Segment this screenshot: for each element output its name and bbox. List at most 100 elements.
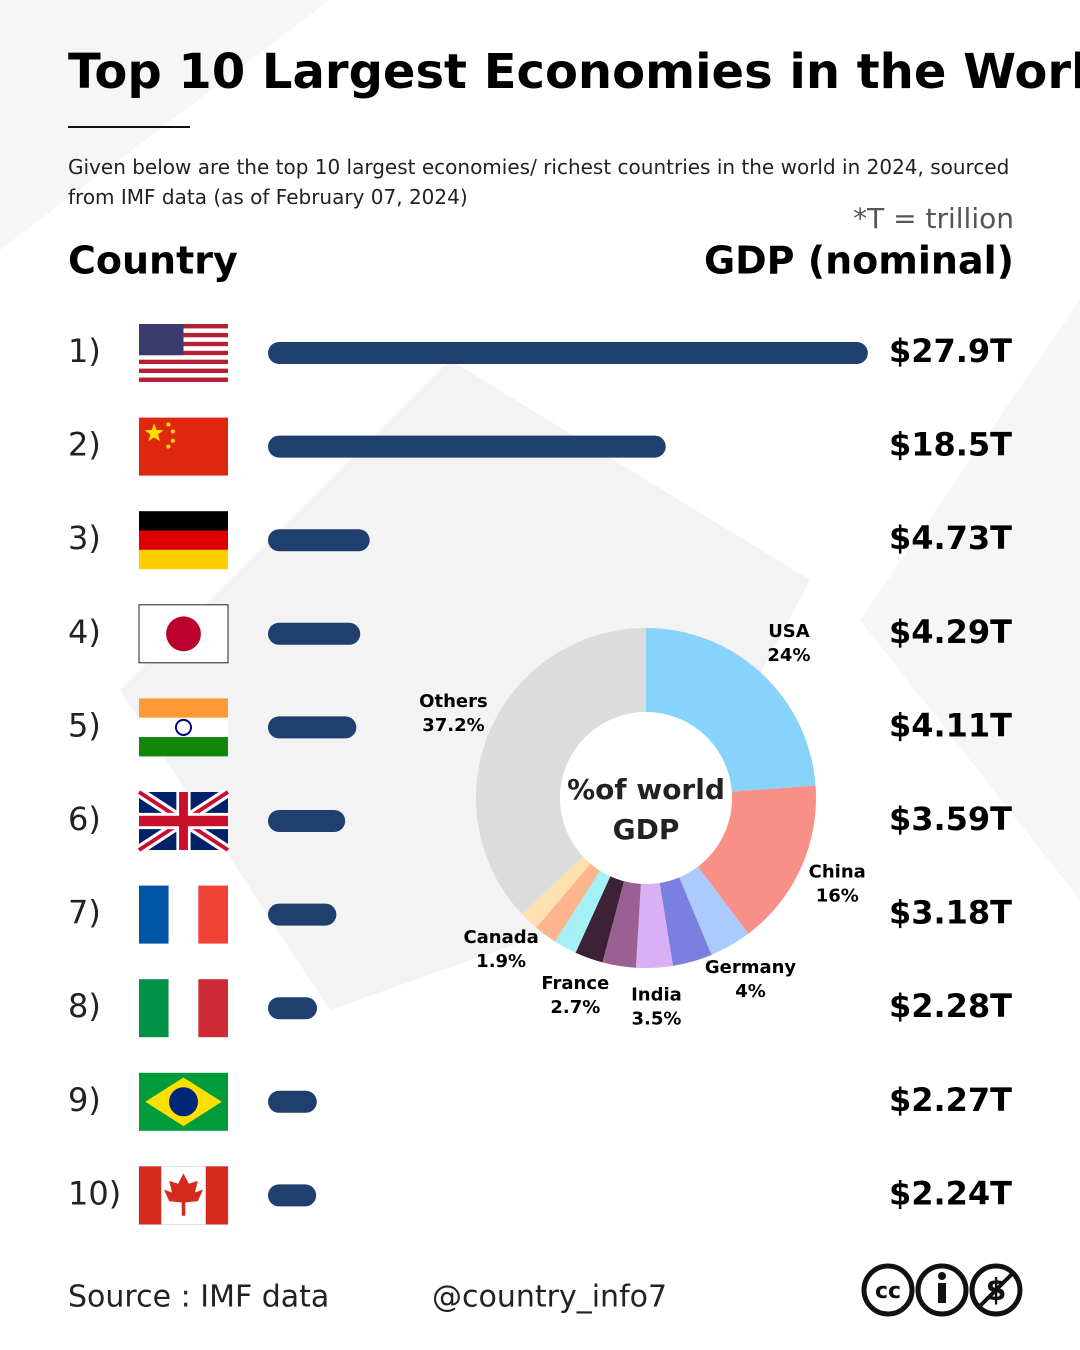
value-label: $4.73T	[889, 519, 1012, 557]
slice-value: 3.5%	[632, 1009, 682, 1030]
rank-label: 10)	[68, 1174, 121, 1212]
flag-part	[139, 364, 228, 369]
flag	[139, 511, 228, 570]
flag	[136, 787, 231, 855]
slice-value: 2.7%	[550, 997, 600, 1018]
flag-part	[139, 549, 228, 570]
value-label: $18.5T	[889, 426, 1012, 464]
donut-slice	[697, 785, 816, 934]
slice-label: France	[541, 973, 609, 994]
flag-part	[169, 1087, 198, 1117]
flag-part	[139, 511, 228, 531]
slice-value: 24%	[767, 645, 810, 666]
flag-part	[166, 444, 171, 449]
flag-part	[174, 718, 193, 736]
slice-label: India	[631, 985, 682, 1006]
handle: @country_info7	[432, 1280, 667, 1315]
flag-part	[166, 616, 201, 652]
flag-part	[139, 717, 228, 738]
donut-slice	[575, 876, 624, 963]
rank-label: 9)	[68, 1081, 101, 1119]
flag	[139, 324, 228, 382]
background-shape	[0, 0, 330, 250]
donut-slice	[476, 628, 646, 914]
slice-label: Canada	[463, 927, 538, 948]
rank-label: 7)	[68, 894, 101, 932]
rank-label: 6)	[68, 800, 101, 838]
bar	[268, 997, 318, 1020]
flag-part	[139, 979, 169, 1038]
bar	[268, 810, 346, 832]
donut-slice	[521, 856, 591, 928]
rank-label: 8)	[68, 987, 101, 1025]
background-shape	[860, 300, 1080, 900]
slice-value: 1.9%	[476, 951, 526, 972]
slice-label: China	[809, 862, 866, 883]
flag	[139, 417, 228, 476]
value-label: $2.27T	[889, 1081, 1012, 1119]
flag-part	[139, 377, 228, 382]
value-label: $4.11T	[889, 706, 1012, 744]
donut-slice	[602, 881, 641, 968]
flag-part	[139, 359, 228, 365]
flag-part	[198, 885, 228, 944]
flag-part	[139, 530, 228, 550]
column-header: GDP (nominal)	[704, 239, 1014, 283]
bar	[268, 435, 666, 458]
bar	[268, 903, 337, 926]
value-label: $4.29T	[889, 613, 1012, 651]
rank-label: 3)	[68, 519, 101, 557]
flag-part	[139, 815, 228, 827]
slice-label: Others	[419, 691, 488, 712]
flag-part	[168, 979, 199, 1038]
rank-label: 2)	[68, 426, 101, 464]
rank-label: 5)	[68, 706, 101, 744]
subtitle: Given below are the top 10 largest econo…	[68, 155, 1010, 209]
value-label: $2.24T	[889, 1174, 1012, 1212]
flag-part	[139, 698, 228, 718]
donut-slice	[536, 863, 600, 942]
flag-part	[163, 1173, 204, 1216]
title: Top 10 Largest Economies in the World	[68, 44, 1080, 100]
flag-part	[144, 423, 164, 442]
flag	[139, 698, 228, 757]
bar	[268, 622, 361, 645]
value-label: $27.9T	[889, 332, 1012, 370]
slice-value: 37.2%	[422, 715, 484, 736]
column-header: Country	[68, 239, 238, 283]
slice-label: USA	[768, 621, 810, 642]
value-label: $3.59T	[889, 800, 1012, 838]
bar	[268, 716, 357, 739]
license-icons: cc $	[861, 1263, 1023, 1317]
flag-part	[168, 885, 199, 944]
value-label: $3.18T	[889, 894, 1012, 932]
bar	[268, 1184, 317, 1207]
bar	[268, 1090, 317, 1113]
donut-slice	[635, 882, 673, 968]
unit-note: *T = trillion	[853, 202, 1014, 235]
donut-slice	[679, 866, 749, 955]
flag	[139, 1072, 228, 1131]
flag-part	[198, 979, 228, 1038]
flag-part	[139, 324, 184, 356]
flag	[139, 979, 228, 1038]
flag-part	[139, 355, 228, 360]
flag-part	[139, 368, 228, 374]
donut-title: %of world GDP	[567, 773, 725, 846]
flag-part	[139, 417, 228, 476]
flag-part	[139, 1166, 162, 1225]
donut-slice	[555, 870, 611, 953]
bar	[268, 342, 868, 364]
flag	[138, 604, 229, 664]
slice-value: 4%	[735, 981, 766, 1002]
donut-slice	[646, 628, 816, 792]
flag-part	[170, 438, 175, 443]
donut-hole	[560, 712, 732, 884]
flag	[138, 1165, 229, 1225]
bar	[268, 529, 370, 552]
svg-text:cc: cc	[875, 1279, 901, 1304]
flag-part	[139, 885, 169, 944]
slice-value: 16%	[816, 886, 859, 907]
